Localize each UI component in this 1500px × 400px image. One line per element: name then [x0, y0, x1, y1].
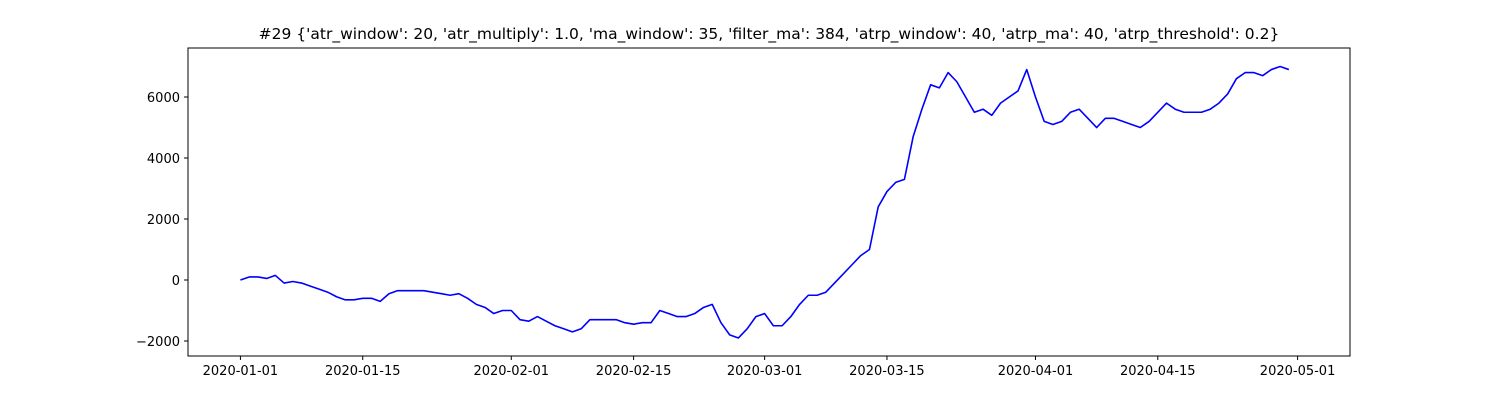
y-tick-label: 6000	[147, 91, 180, 106]
chart-title: #29 {'atr_window': 20, 'atr_multiply': 1…	[259, 25, 1280, 44]
y-tick-label: 0	[172, 274, 180, 289]
x-tick-label: 2020-01-01	[203, 364, 279, 379]
x-tick-label: 2020-05-01	[1260, 364, 1336, 379]
x-tick-label: 2020-01-15	[325, 364, 401, 379]
plot-frame	[187, 47, 1351, 357]
y-tick-label: −2000	[136, 335, 180, 350]
x-tick-label: 2020-02-01	[473, 364, 549, 379]
x-tick-label: 2020-04-15	[1120, 364, 1196, 379]
x-tick-label: 2020-04-01	[998, 364, 1074, 379]
x-tick-label: 2020-03-01	[727, 364, 803, 379]
y-tick-label: 4000	[147, 152, 180, 167]
y-tick-label: 2000	[147, 213, 180, 228]
x-tick-label: 2020-02-15	[596, 364, 672, 379]
data-line	[240, 65, 1290, 339]
x-tick-label: 2020-03-15	[849, 364, 925, 379]
